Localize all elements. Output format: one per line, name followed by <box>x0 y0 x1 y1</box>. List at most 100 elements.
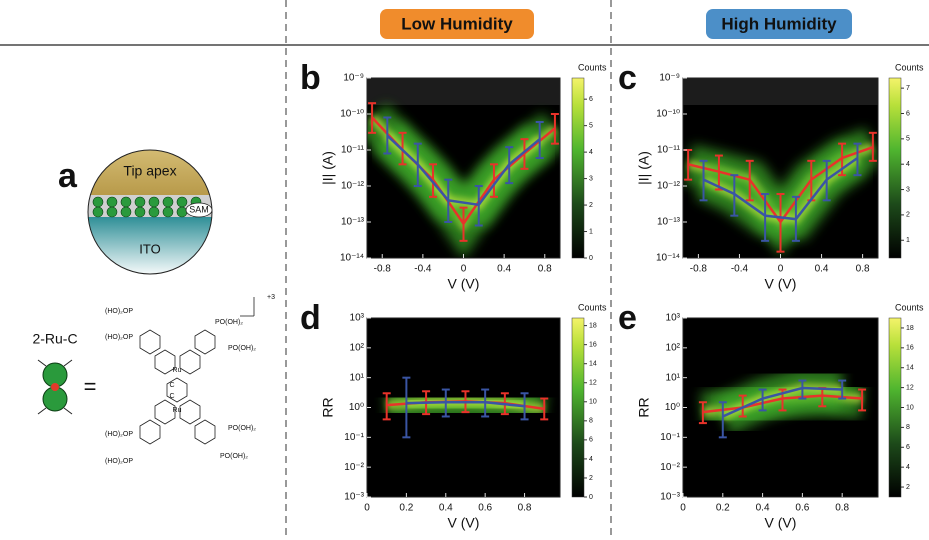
y-tick-label: 10⁻² <box>660 462 680 473</box>
y-tick-label: 10⁻¹ <box>660 432 680 443</box>
x-tick-label: 0 <box>461 264 467 275</box>
series-line <box>702 156 859 221</box>
header: Low Humidity <box>401 14 513 33</box>
colorbar-tick-label: 2 <box>906 212 910 219</box>
y-axis-label: |I| (A) <box>636 151 652 185</box>
colorbar-tick-label: 18 <box>589 322 597 329</box>
x-tick-label: 0.4 <box>439 503 453 514</box>
header: High Humidity <box>721 14 837 33</box>
chem-group: (HO)₂OP <box>105 431 133 438</box>
colorbar-tick-label: 4 <box>906 464 910 471</box>
molecule-icon <box>37 359 73 415</box>
x-tick-label: 0.2 <box>716 503 730 514</box>
y-tick-label: 10⁻³ <box>344 492 364 503</box>
x-tick-label: -0.4 <box>731 264 749 275</box>
x-tick-label: 0.8 <box>538 264 552 275</box>
colorbar-tick-label: 10 <box>589 399 597 406</box>
colorbar-label: Counts <box>578 62 607 72</box>
colorbar-tick-label: 5 <box>906 136 910 143</box>
y-tick-label: 10⁻¹² <box>341 181 365 192</box>
colorbar <box>888 77 902 259</box>
series-line <box>386 134 541 207</box>
colorbar <box>571 77 585 259</box>
x-tick-label: -0.4 <box>414 264 432 275</box>
y-tick-label: 10³ <box>666 313 681 324</box>
colorbar-tick-label: 18 <box>906 325 914 332</box>
x-axis-label: V (V) <box>765 276 797 292</box>
y-tick-label: 10⁻¹¹ <box>657 145 681 156</box>
chem-group: PO(OH)₂ <box>228 425 256 432</box>
y-tick-label: 10⁰ <box>349 402 364 413</box>
panel-label: a <box>58 157 78 195</box>
colorbar-tick-label: 6 <box>906 110 910 117</box>
x-tick-label: 0 <box>778 264 784 275</box>
colorbar-tick-label: 12 <box>589 380 597 387</box>
colorbar-tick-label: 14 <box>589 361 597 368</box>
colorbar-label: Counts <box>578 302 607 312</box>
panel-label: d <box>300 299 321 337</box>
ito-label: ITO <box>139 241 160 256</box>
y-tick-label: 10⁻¹⁰ <box>656 109 680 120</box>
chem-atom: C <box>169 382 174 389</box>
y-tick-label: 10³ <box>350 313 365 324</box>
colorbar-tick-label: 5 <box>589 122 593 129</box>
colorbar-tick-label: 2 <box>906 484 910 491</box>
x-tick-label: 0.8 <box>518 503 532 514</box>
noise-region <box>683 78 878 105</box>
y-tick-label: 10⁻⁹ <box>659 73 680 84</box>
x-axis-label: V (V) <box>765 515 797 531</box>
y-tick-label: 10⁻³ <box>660 492 680 503</box>
x-tick-label: 0.8 <box>835 503 849 514</box>
tip-label: Tip apex <box>123 163 176 179</box>
colorbar-tick-label: 6 <box>589 96 593 103</box>
structure <box>139 297 255 445</box>
colorbar-tick-label: 6 <box>906 444 910 451</box>
chem-group: PO(OH)₂ <box>215 319 243 326</box>
plot-area <box>367 102 560 258</box>
equals: = <box>84 374 97 399</box>
low-humidity-box <box>380 9 534 39</box>
colorbar-tick-label: 7 <box>906 85 910 92</box>
x-axis-label: V (V) <box>448 515 480 531</box>
colorbar-tick-label: 8 <box>906 424 910 431</box>
colorbar-tick-label: 14 <box>906 365 914 372</box>
chem-atom: Ru <box>173 407 182 414</box>
series-line <box>406 400 525 408</box>
x-tick-label: 0.8 <box>856 264 870 275</box>
y-tick-label: 10⁻² <box>344 462 364 473</box>
colorbar-tick-label: 0 <box>589 255 593 262</box>
y-tick-label: 10⁻¹ <box>344 432 364 443</box>
colorbar-tick-label: 4 <box>906 161 910 168</box>
chem-group: PO(OH)₂ <box>228 345 256 352</box>
x-tick-label: 0 <box>680 503 686 514</box>
x-tick-label: -0.8 <box>374 264 392 275</box>
molecule-label: 2-Ru-C <box>32 331 77 347</box>
sam-label: SAM <box>189 204 209 214</box>
high-humidity-box <box>706 9 852 39</box>
chem-group: (HO)₂OP <box>105 334 133 341</box>
plot-area <box>683 128 878 257</box>
noise-region <box>367 78 560 105</box>
y-axis-label: RR <box>320 397 336 417</box>
colorbar-tick-label: 0 <box>589 494 593 501</box>
plot-area <box>698 367 867 439</box>
junction-outline <box>87 149 213 275</box>
y-tick-label: 10⁻¹⁰ <box>340 109 364 120</box>
colorbar-tick-label: 6 <box>589 437 593 444</box>
chem-group: (HO)₂OP <box>105 308 133 315</box>
y-tick-label: 10¹ <box>350 372 365 383</box>
colorbar-tick-label: 1 <box>906 237 910 244</box>
panel-label: c <box>618 59 637 97</box>
colorbar <box>888 317 902 498</box>
chem-atom: C <box>169 393 174 400</box>
x-tick-label: -0.8 <box>690 264 708 275</box>
plot-area <box>382 376 549 439</box>
chem-atom: Ru <box>173 367 182 374</box>
y-tick-label: 10⁻¹¹ <box>341 145 365 156</box>
y-axis-label: RR <box>636 397 652 417</box>
colorbar-tick-label: 2 <box>589 475 593 482</box>
x-axis-label: V (V) <box>448 276 480 292</box>
chem-group: (HO)₂OP <box>105 458 133 465</box>
y-tick-label: 10⁻¹⁴ <box>656 253 680 264</box>
